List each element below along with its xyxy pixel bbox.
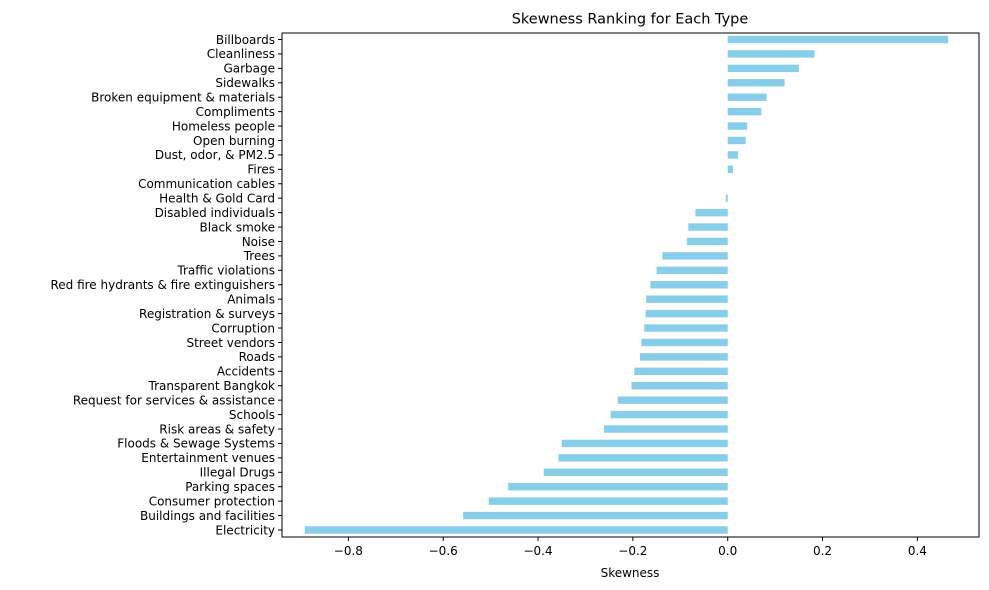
bar [650,281,728,289]
y-tick-label: Dust, odor, & PM2.5 [155,148,275,162]
bar [639,353,728,361]
x-axis: −0.8 −0.6 −0.4 −0.2 0.0 0.2 0.4 [334,537,927,558]
bar [727,107,762,116]
y-tick-label: Black smoke [200,220,275,234]
y-tick-label: Risk areas & safety [159,422,275,436]
bar [727,136,746,145]
y-tick-label: Roads [239,350,275,364]
y-tick-label: Buildings and facilities [140,509,275,523]
bar [727,50,815,58]
y-tick-label: Disabled individuals [155,206,275,220]
bar [727,35,949,44]
bar [304,526,728,534]
bar [644,324,728,332]
y-tick-label: Communication cables [138,177,275,191]
y-tick-label: Schools [229,408,275,422]
y-tick-label: Noise [242,235,275,249]
x-tick-label: 0.2 [813,544,832,558]
y-tick-label: Broken equipment & materials [91,91,275,105]
y-tick-label: Compliments [196,105,275,119]
bar [641,338,728,347]
y-axis: BillboardsCleanlinessGarbageSidewalksBro… [50,33,282,537]
y-tick-label: Request for services & assistance [73,393,275,407]
bar [634,367,728,376]
bar [603,425,728,433]
bar [543,468,728,476]
y-tick-label: Garbage [223,62,275,76]
y-tick-label: Traffic violations [176,264,275,278]
bar [727,79,785,87]
bars-group [304,35,949,534]
bar [645,309,728,318]
y-tick-label: Illegal Drugs [200,466,275,480]
bar [727,93,767,101]
x-axis-label: Skewness [601,566,660,580]
bar [646,295,728,303]
y-tick-label: Corruption [211,321,275,335]
y-tick-label: Cleanliness [207,47,275,61]
bar [488,497,728,505]
y-tick-label: Homeless people [172,119,275,133]
y-tick-label: Floods & Sewage Systems [117,437,275,451]
y-tick-label: Sidewalks [215,76,275,90]
x-tick-label: 0.4 [908,544,927,558]
bar [727,165,733,174]
x-tick-label: −0.4 [523,544,552,558]
bar [561,439,728,448]
y-tick-label: Electricity [215,523,275,537]
y-tick-label: Trees [243,249,275,263]
y-tick-label: Health & Gold Card [159,191,275,205]
x-tick-label: −0.2 [618,544,647,558]
bar [727,64,799,73]
x-tick-label: −0.6 [429,544,458,558]
y-tick-label: Billboards [216,33,275,47]
bar [558,454,728,462]
bar [631,382,728,390]
bar [656,266,728,275]
bar [610,410,728,419]
bar [727,151,739,159]
bar [617,396,728,404]
bar [695,208,728,217]
y-tick-label: Accidents [217,365,275,379]
bar [688,223,728,231]
y-tick-label: Transparent Bangkok [148,379,276,393]
y-tick-label: Animals [227,292,275,306]
y-tick-label: Registration & surveys [139,307,275,321]
x-tick-label: −0.8 [334,544,363,558]
chart-title: Skewness Ranking for Each Type [512,12,749,28]
y-tick-label: Entertainment venues [141,451,275,465]
bar [508,483,728,491]
bar [725,194,728,202]
y-tick-label: Open burning [193,134,275,148]
y-tick-label: Red fire hydrants & fire extinguishers [50,278,275,292]
y-tick-label: Fires [247,163,275,177]
bar [727,122,748,130]
y-tick-label: Consumer protection [149,494,275,508]
y-tick-label: Parking spaces [185,480,275,494]
y-tick-label: Street vendors [186,336,275,350]
bar [463,511,728,520]
bar [686,237,728,246]
bar [662,252,728,260]
plot-frame [281,32,980,538]
x-tick-label: 0.0 [718,544,737,558]
